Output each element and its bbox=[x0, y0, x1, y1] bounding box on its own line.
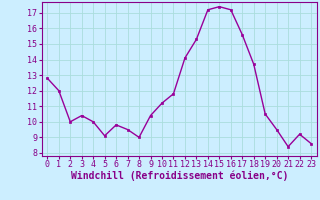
X-axis label: Windchill (Refroidissement éolien,°C): Windchill (Refroidissement éolien,°C) bbox=[70, 171, 288, 181]
